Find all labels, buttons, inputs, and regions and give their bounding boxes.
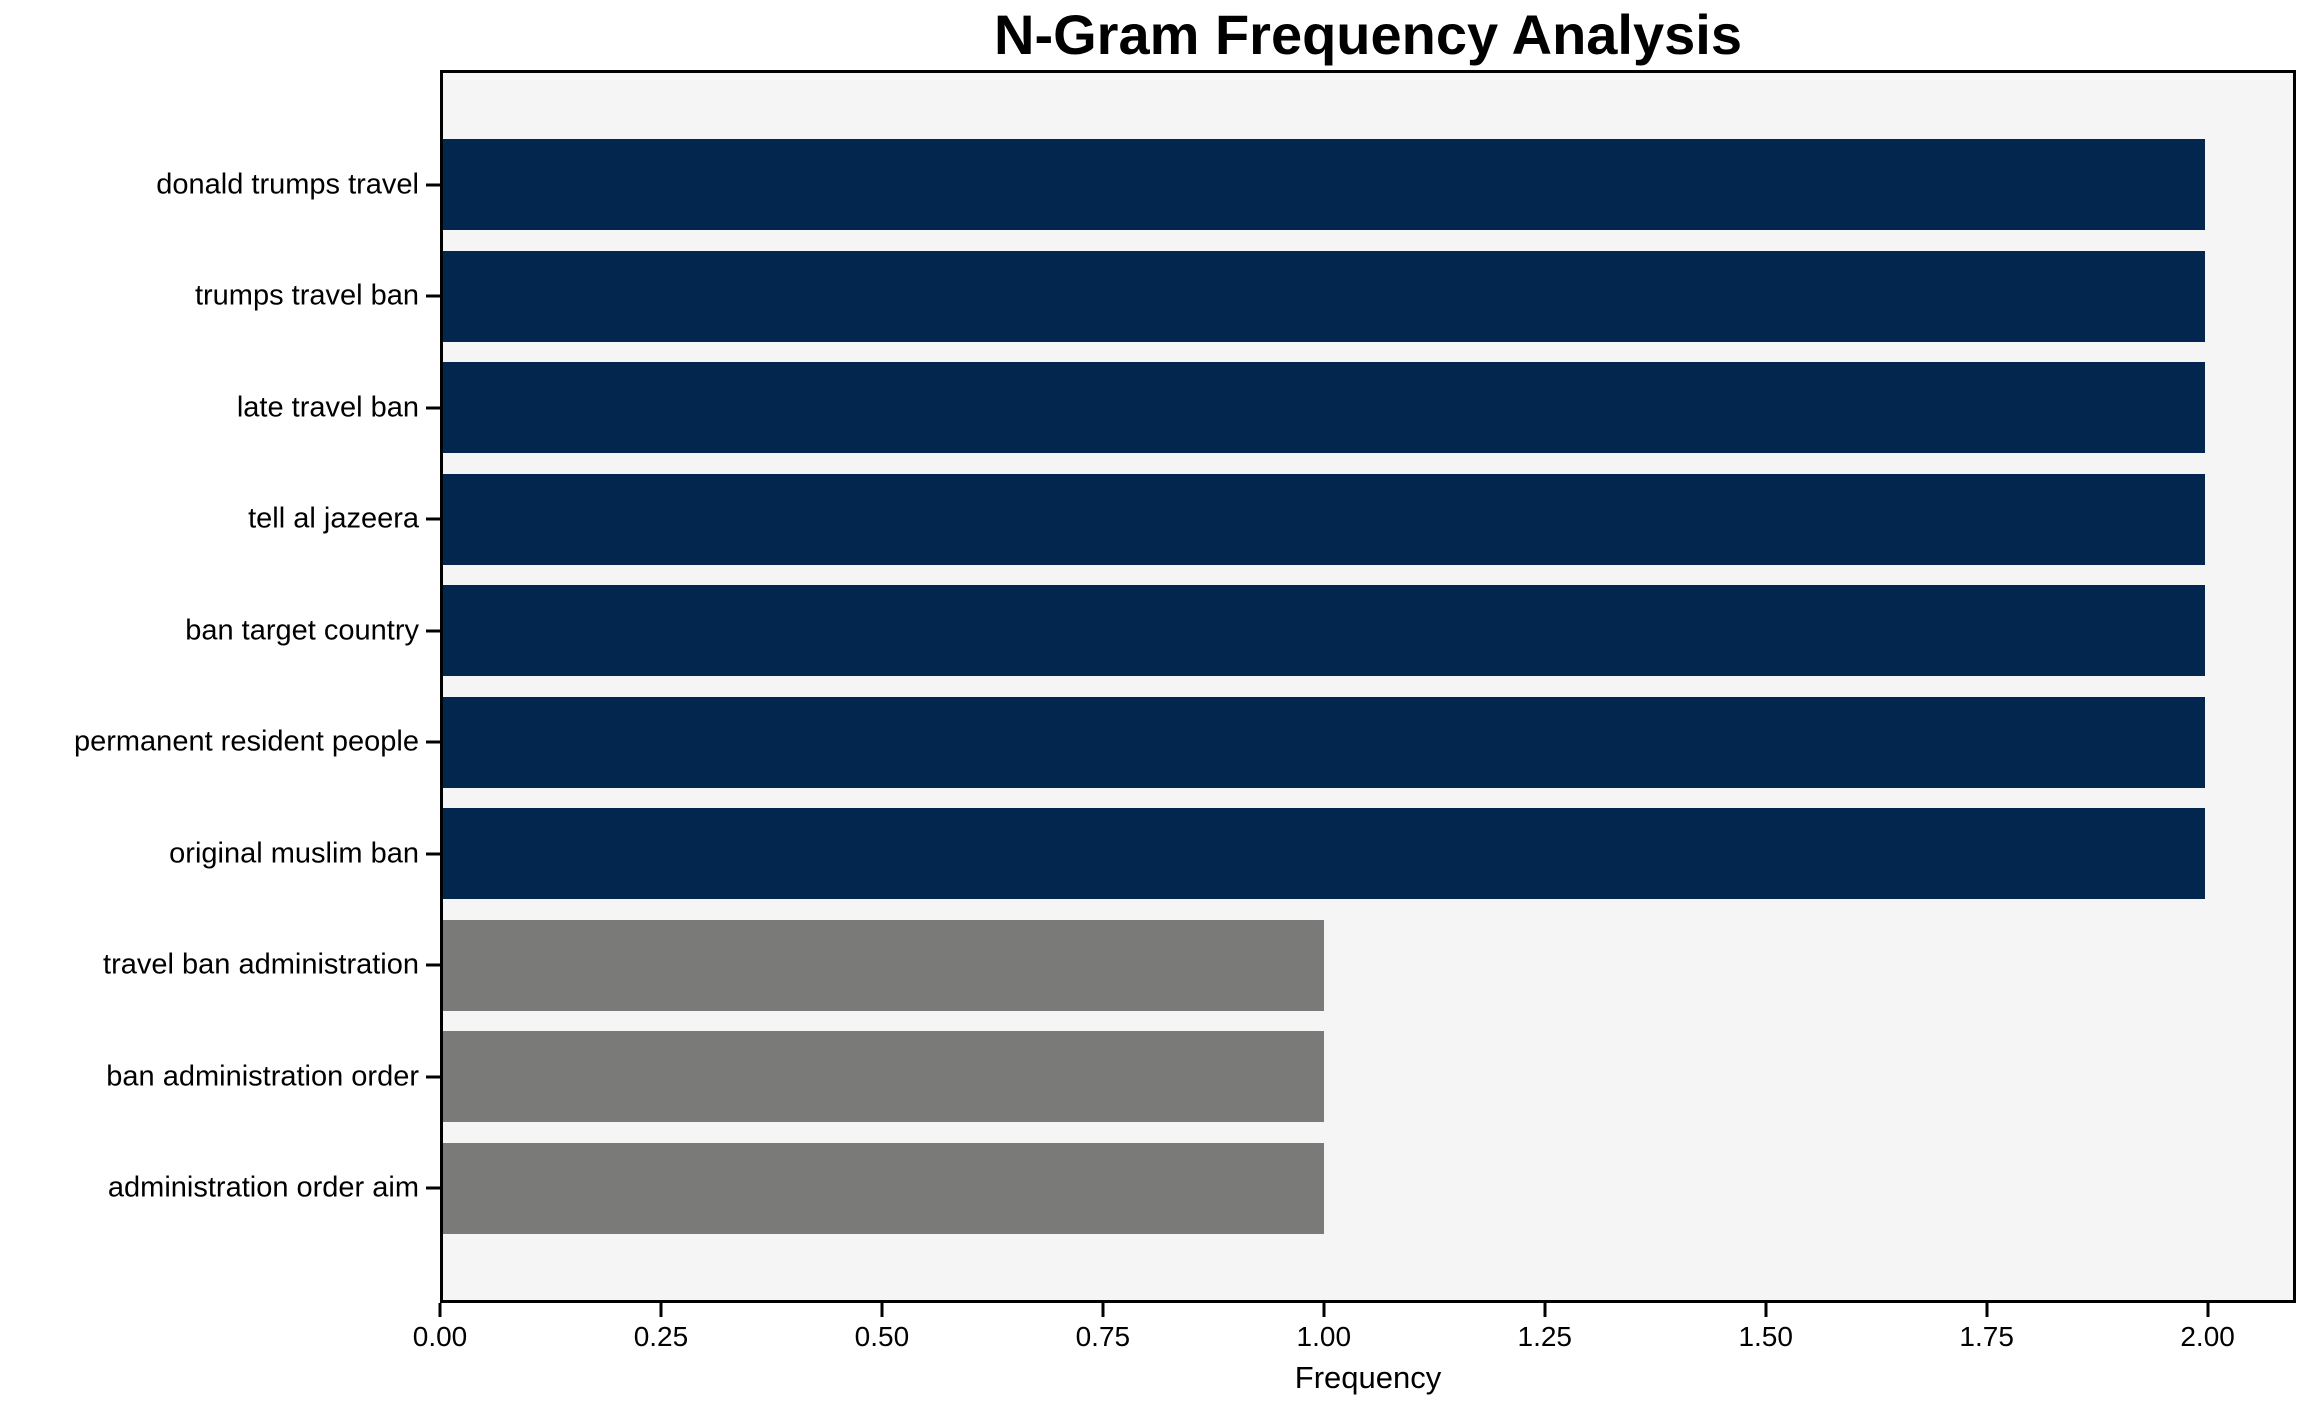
x-tick-label: 1.25	[1517, 1321, 1573, 1352]
x-tick-label: 0.75	[1075, 1321, 1131, 1352]
x-tick-label: 0.25	[633, 1321, 689, 1352]
y-tick-label: donald trumps travel	[156, 168, 419, 201]
x-tick-mark	[1101, 1303, 1105, 1317]
x-tick-mark	[659, 1303, 663, 1317]
bar-row: travel ban administration	[103, 910, 2293, 1022]
y-tick-mark	[426, 629, 440, 633]
y-tick-label: ban target country	[185, 614, 419, 647]
y-tick-mark	[426, 1186, 440, 1190]
bar	[443, 250, 2205, 342]
bar-row: late travel ban	[237, 352, 2293, 464]
bar-row: ban administration order	[106, 1021, 2293, 1133]
y-tick-mark	[426, 1075, 440, 1079]
bar-row: administration order aim	[108, 1133, 2293, 1245]
y-tick-label: original muslim ban	[169, 837, 419, 870]
bar-row: ban target country	[185, 575, 2293, 687]
bar-row: donald trumps travel	[156, 129, 2293, 241]
x-tick-label: 1.75	[1959, 1321, 2014, 1352]
x-tick-label: 0.50	[854, 1321, 910, 1352]
y-tick-mark	[426, 740, 440, 744]
x-tick-label: 1.50	[1738, 1321, 1793, 1352]
x-tick-label: 0.00	[412, 1321, 468, 1352]
bar-row: original muslim ban	[169, 798, 2293, 910]
x-tick-mark	[1543, 1303, 1547, 1317]
x-tick-mark	[1764, 1303, 1768, 1317]
bar-row: permanent resident people	[74, 687, 2293, 799]
y-tick-mark	[426, 963, 440, 967]
y-tick-label: administration order aim	[107, 1171, 419, 1204]
y-tick-label: trumps travel ban	[194, 279, 419, 312]
plot-area: donald trumps travel trumps travel ban lat…	[74, 70, 2296, 1303]
bar	[443, 696, 2205, 788]
chart-title: N-Gram Frequency Analysis	[994, 3, 1742, 66]
bar	[443, 585, 2205, 677]
bar-row: tell al jazeera	[248, 464, 2293, 576]
y-tick-label: tell al jazeera	[248, 502, 419, 535]
y-tick-label: ban administration order	[106, 1060, 419, 1093]
y-tick-mark	[426, 852, 440, 856]
x-tick-mark	[438, 1303, 442, 1317]
x-tick-mark	[1985, 1303, 1989, 1317]
y-tick-label: travel ban administration	[103, 948, 419, 981]
bar	[443, 362, 2205, 454]
bar	[443, 808, 2205, 900]
x-tick-mark	[880, 1303, 884, 1317]
y-tick-label: late travel ban	[236, 391, 419, 424]
x-tick-label: 2.00	[2180, 1321, 2235, 1352]
bar	[443, 1031, 1324, 1123]
y-tick-mark	[426, 183, 440, 187]
x-tick-mark	[1322, 1303, 1326, 1317]
bar-row: trumps travel ban	[195, 241, 2293, 353]
bar	[443, 919, 1324, 1011]
y-tick-label: permanent resident people	[73, 725, 419, 758]
bar	[443, 473, 2205, 565]
x-tick-label: 1.00	[1296, 1321, 1352, 1352]
x-axis-label: Frequency	[1294, 1360, 1442, 1395]
bar	[443, 139, 2205, 231]
bar-rows: donald trumps travel trumps travel ban lat…	[74, 73, 2293, 1300]
bar	[443, 1142, 1324, 1234]
y-tick-mark	[426, 517, 440, 521]
x-tick-mark	[2206, 1303, 2210, 1317]
y-tick-mark	[426, 406, 440, 410]
y-tick-mark	[426, 294, 440, 298]
